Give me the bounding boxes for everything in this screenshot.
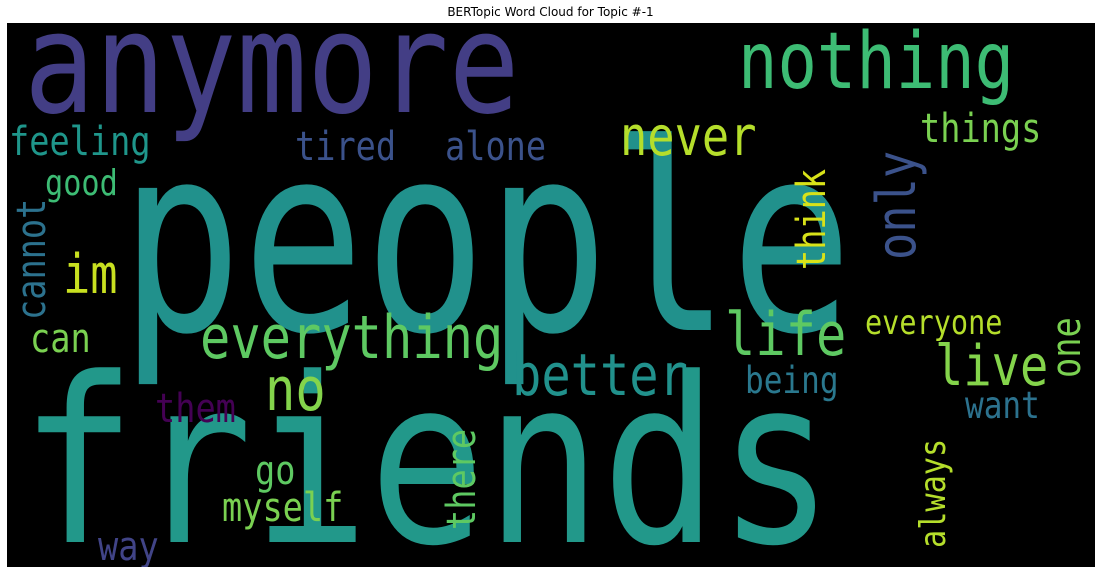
word-only: only (865, 151, 928, 260)
word-feeling: feeling (9, 118, 151, 165)
chart-title: BERTopic Word Cloud for Topic #-1 (447, 5, 654, 19)
word-alone: alone (445, 123, 546, 170)
word-live: live (935, 334, 1048, 399)
word-better: better (512, 341, 688, 409)
word-everyone: everyone (865, 304, 1002, 343)
word-never: never (620, 105, 757, 168)
word-always: always (911, 439, 953, 548)
word-think: think (788, 169, 835, 270)
word-myself: myself (222, 484, 343, 531)
word-cloud-background (7, 23, 1095, 567)
word-friends: friends (20, 330, 834, 567)
word-everything: everything (200, 304, 503, 373)
word-people: people (120, 89, 853, 391)
word-good: good (45, 161, 118, 203)
word-there: there (438, 429, 485, 530)
word-anymore: anymore (24, 23, 520, 146)
word-them: them (155, 385, 236, 432)
word-way: way (98, 523, 159, 567)
word-can: can (30, 315, 91, 362)
word-cannot: cannot (8, 199, 55, 320)
word-being: being (745, 359, 839, 402)
word-things: things (920, 105, 1041, 152)
word-tired: tired (295, 123, 396, 170)
word-no: no (265, 356, 326, 425)
word-want: want (965, 384, 1040, 427)
word-go: go (255, 447, 295, 494)
word-nothing: nothing (738, 23, 1014, 106)
word-im: im (63, 243, 118, 306)
word-one: one (1043, 317, 1090, 378)
word-life: life (725, 301, 846, 370)
